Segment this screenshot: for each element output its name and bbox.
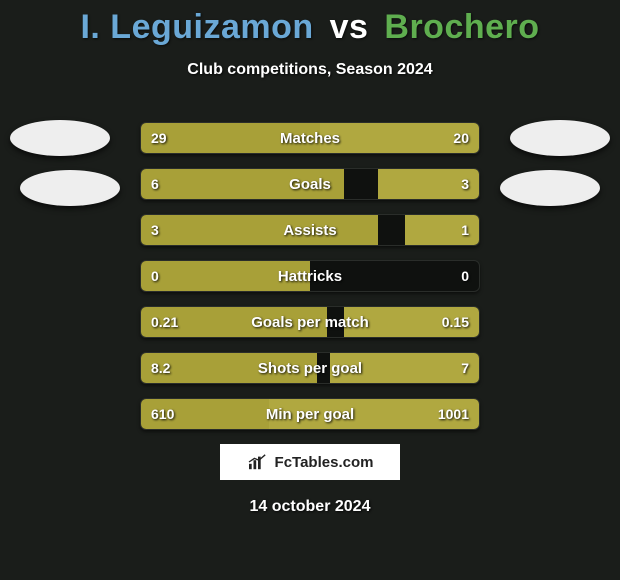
stat-value-right: 0 — [451, 261, 479, 291]
stat-value-right: 20 — [443, 123, 479, 153]
player1-name: I. Leguizamon — [80, 8, 313, 46]
stat-label: Goals per match — [141, 307, 479, 337]
stat-value-left: 8.2 — [141, 353, 180, 383]
stat-value-left: 3 — [141, 215, 169, 245]
stat-value-right: 3 — [451, 169, 479, 199]
player2-name: Brochero — [384, 8, 539, 46]
stat-label: Hattricks — [141, 261, 479, 291]
stat-value-right: 1 — [451, 215, 479, 245]
vs-separator: vs — [330, 8, 369, 46]
stat-value-left: 29 — [141, 123, 177, 153]
stat-row: Goals per match0.21 0.15 — [140, 306, 480, 338]
stat-value-left: 610 — [141, 399, 184, 429]
player2-avatar-placeholder-1 — [510, 120, 610, 156]
player1-avatar-placeholder-1 — [10, 120, 110, 156]
chart-icon — [247, 453, 269, 471]
stat-value-left: 0 — [141, 261, 169, 291]
stat-label: Goals — [141, 169, 479, 199]
footer-logo-text: FcTables.com — [275, 454, 374, 471]
stat-label: Assists — [141, 215, 479, 245]
stat-row: Goals6 3 — [140, 168, 480, 200]
stat-row: Shots per goal8.2 7 — [140, 352, 480, 384]
stat-value-right: 7 — [451, 353, 479, 383]
stat-label: Matches — [141, 123, 479, 153]
stat-value-left: 6 — [141, 169, 169, 199]
subtitle: Club competitions, Season 2024 — [0, 61, 620, 79]
player1-avatar-placeholder-2 — [20, 170, 120, 206]
comparison-bars: Matches2920Goals63Assists31Hattricks00Go… — [140, 122, 480, 430]
footer-date: 14 october 2024 — [0, 498, 620, 516]
stat-row: Assists3 1 — [140, 214, 480, 246]
stat-row: Matches29 20 — [140, 122, 480, 154]
stat-row: Hattricks0 0 — [140, 260, 480, 292]
player2-avatar-placeholder-2 — [500, 170, 600, 206]
stat-value-right: 0.15 — [432, 307, 479, 337]
stat-value-right: 1001 — [428, 399, 479, 429]
page-title: I. Leguizamon vs Brochero — [0, 0, 620, 47]
stat-label: Shots per goal — [141, 353, 479, 383]
footer-logo: FcTables.com — [220, 444, 400, 480]
stat-value-left: 0.21 — [141, 307, 188, 337]
stat-row: Min per goal6101001 — [140, 398, 480, 430]
